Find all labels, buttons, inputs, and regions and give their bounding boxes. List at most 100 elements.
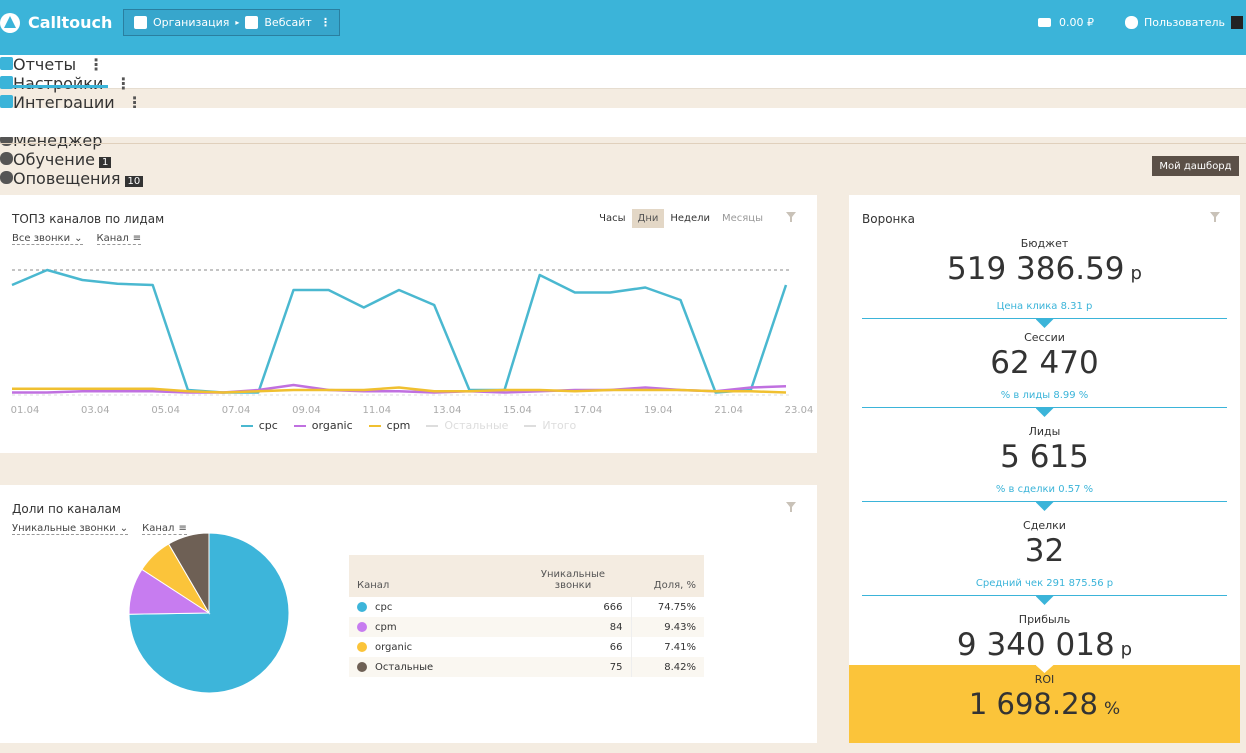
item-badge: 10 — [124, 176, 144, 187]
stage-value: 9 340 018 — [956, 627, 1115, 663]
share-cell: 74.75% — [657, 601, 696, 613]
roi-block: ROI 1 698.28% — [849, 665, 1240, 743]
header-cell: Доля, % — [631, 555, 704, 597]
legend-item-hidden[interactable]: Итого — [524, 419, 576, 432]
logo-icon — [0, 13, 20, 33]
user-name: Пользователь — [1144, 16, 1226, 29]
filter-icon[interactable] — [786, 212, 796, 222]
header-cell: Канал — [349, 555, 515, 597]
tab-label: Интеграции — [13, 93, 115, 112]
legend-swatch — [240, 424, 253, 427]
channel-cell: Остальные — [349, 657, 515, 677]
filter-icon[interactable] — [786, 502, 796, 512]
filter-label: Все звонки — [12, 233, 71, 244]
balance[interactable]: 0.00 ₽ — [1038, 16, 1094, 29]
filter[interactable]: Уникальные звонки ⌄ — [12, 523, 129, 535]
stage-separator — [862, 501, 1227, 502]
x-tick-label: 17.04 — [574, 405, 603, 416]
funnel-stage: Сессии 62 470 % в лиды 8.99 % — [849, 331, 1240, 417]
breadcrumb-org: Организация — [153, 16, 230, 29]
tab-menu[interactable]: ⋮ — [88, 55, 105, 74]
header-cell: Уникальные звонки — [515, 555, 631, 597]
widget-title: ТОП3 каналов по лидам — [12, 212, 165, 226]
filter-caret: ⌄ — [74, 233, 83, 244]
share-table: Канал Уникальные звонки Доля, % cpc 666 74.75… — [349, 555, 704, 677]
x-tick-label: 11.04 — [362, 405, 391, 416]
x-tick-label: 21.04 — [714, 405, 743, 416]
stage-label: Лиды — [1028, 425, 1061, 438]
period-option[interactable]: Часы — [599, 213, 626, 224]
nav-right-item[interactable]: Обучение 1 — [0, 150, 1246, 169]
channel-cell: cpm — [349, 617, 515, 637]
logo-text: Calltouch — [28, 13, 113, 32]
period-option[interactable]: Дни — [631, 209, 665, 228]
legend-label: cpm — [386, 419, 411, 432]
legend-item[interactable]: cpm — [368, 419, 411, 432]
logout-icon[interactable] — [1231, 16, 1244, 29]
nav-right-item[interactable]: Оповещения 10 — [0, 169, 1246, 188]
stage-value-row: 5 615 — [849, 438, 1240, 476]
series-line — [12, 386, 787, 394]
stage-value: 519 386.59 — [947, 251, 1125, 287]
x-tick-label: 09.04 — [292, 405, 321, 416]
x-tick-label: 03.04 — [81, 405, 110, 416]
breadcrumb-menu[interactable]: ⋮ — [320, 16, 331, 29]
filter-caret: ≡ — [132, 233, 142, 244]
stage-unit: р — [1120, 639, 1133, 660]
stage-label: Сделки — [1023, 519, 1066, 532]
item-label: Оповещения — [13, 169, 121, 188]
filter[interactable]: Канал ≡ — [96, 233, 142, 245]
widget-title: Доли по каналам — [12, 502, 121, 516]
period-switch: Часы Дни Недели Месяцы — [593, 209, 769, 228]
legend-item[interactable]: cpc — [240, 419, 278, 432]
pie-slice — [167, 532, 210, 615]
period-option[interactable]: Месяцы — [722, 213, 763, 224]
funnel-stage: Прибыль 9 340 018 р — [849, 613, 1240, 669]
count-cell: 666 — [515, 597, 632, 617]
count-cell: 75 — [515, 657, 632, 677]
item-icon — [0, 171, 13, 184]
roi-value-row: 1 698.28% — [849, 686, 1240, 727]
active-tab-underline — [0, 85, 108, 88]
nav-tab[interactable]: Настройки ⋮ — [0, 74, 1246, 93]
x-tick-label: 19.04 — [644, 405, 673, 416]
nav-tab[interactable]: Интеграции ⋮ — [0, 93, 1246, 112]
roi-unit: % — [1103, 699, 1121, 719]
stage-sub: % в сделки 0.57 % — [995, 484, 1094, 495]
legend-label: cpc — [258, 419, 278, 432]
filter-icon[interactable] — [1210, 212, 1220, 222]
item-icon — [0, 152, 13, 165]
breadcrumb[interactable]: Организация ▸ Вебсайт ⋮ — [123, 9, 340, 36]
period-option[interactable]: Недели — [670, 213, 710, 224]
filter-label: Канал — [142, 523, 175, 534]
filter[interactable]: Канал ≡ — [142, 523, 187, 535]
dashboard-button[interactable]: Мой дашборд — [1152, 156, 1239, 176]
x-tick-label: 01.04 — [11, 405, 40, 416]
filter[interactable]: Все звонки ⌄ — [12, 233, 83, 245]
balance-icon — [1038, 18, 1051, 27]
stage-sub: Средний чек 291 875.56 р — [975, 578, 1114, 589]
stage-label: Бюджет — [1020, 237, 1069, 250]
user-icon — [1125, 16, 1138, 29]
table-row: cpm 84 9.43% — [349, 617, 704, 637]
stage-unit: р — [1130, 263, 1142, 284]
line-chart: 01.04 03.04 05.04 07.04 09.04 11.04 13.04 15.04… — [11, 268, 813, 416]
x-tick-label: 13.04 — [433, 405, 462, 416]
channel-name: cpc — [375, 601, 393, 613]
tab-menu[interactable]: ⋮ — [115, 74, 132, 93]
tab-icon — [0, 95, 13, 108]
funnel-stage: Бюджет 519 386.59 р Цена клика 8.31 р — [849, 237, 1240, 328]
stage-separator — [862, 318, 1227, 319]
tab-menu[interactable]: ⋮ — [126, 93, 143, 112]
legend-item-hidden[interactable]: Остальные — [426, 419, 508, 432]
legend-swatch — [426, 424, 439, 427]
nav-tab[interactable]: Отчеты ⋮ — [0, 55, 1246, 74]
item-label: Обучение — [13, 150, 95, 169]
user[interactable]: Пользователь — [1125, 16, 1244, 29]
stage-value: 62 470 — [990, 345, 1099, 381]
legend-item[interactable]: organic — [293, 419, 353, 432]
filter-caret: ⌄ — [119, 523, 129, 534]
line-widget: ТОП3 каналов по лидам Все звонки ⌄ Канал ≡ … — [0, 195, 817, 453]
x-tick-label: 07.04 — [222, 405, 251, 416]
channel-cell: organic — [349, 637, 515, 657]
